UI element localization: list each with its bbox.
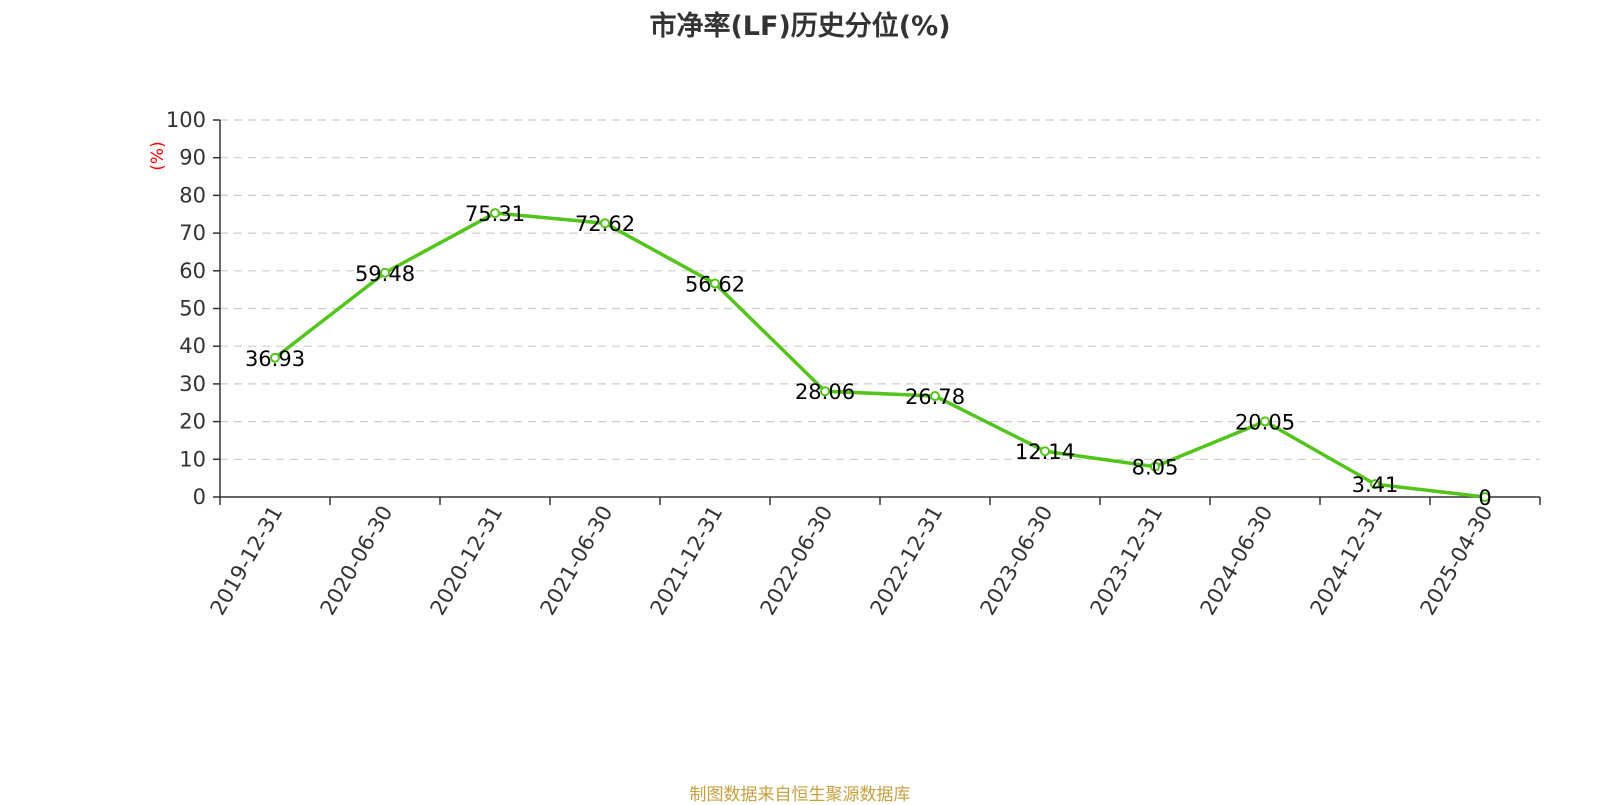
data-point	[490, 208, 500, 219]
x-tick-label: 2019-12-31	[206, 502, 288, 620]
x-tick-label: 2021-12-31	[646, 502, 728, 620]
x-tick-label: 2021-06-30	[536, 502, 618, 620]
x-tick-label: 2020-06-30	[316, 502, 398, 620]
grid-lines	[220, 119, 1540, 460]
y-tick-label: 40	[179, 334, 206, 358]
data-label: 72.62	[575, 212, 635, 236]
x-tick-label: 2024-06-30	[1196, 502, 1278, 620]
chart-title: 市净率(LF)历史分位(%)	[649, 11, 951, 42]
x-tick-label: 2023-06-30	[976, 502, 1058, 620]
x-tick-label: 2020-12-31	[426, 502, 508, 620]
data-point	[710, 278, 720, 289]
data-source-note: 制图数据来自恒生聚源数据库	[689, 785, 911, 805]
data-point	[380, 267, 390, 278]
y-tick-label: 30	[179, 372, 206, 396]
y-tick-label: 60	[179, 259, 206, 283]
data-point	[1150, 461, 1160, 472]
y-axis-label: (%)	[148, 141, 168, 170]
data-label: 8.05	[1132, 456, 1179, 480]
y-tick-label: 50	[179, 297, 206, 321]
data-label: 12.14	[1015, 440, 1075, 464]
x-tick-label: 2022-12-31	[866, 502, 948, 620]
y-tick-label: 20	[179, 410, 206, 434]
data-point	[600, 218, 610, 229]
data-labels: 36.93 59.48 75.31 72.62 56.62 28.06 26.78 12.14…	[245, 202, 1492, 510]
data-label: 3.41	[1352, 473, 1399, 497]
data-label: 75.31	[465, 202, 525, 226]
data-point	[1040, 446, 1050, 457]
data-label: 36.93	[245, 347, 305, 371]
y-tick-label: 10	[179, 447, 206, 471]
data-label: 0	[1478, 486, 1491, 510]
data-label: 20.05	[1235, 410, 1295, 434]
series-line	[270, 208, 1490, 502]
data-point	[820, 386, 830, 397]
data-label: 26.78	[905, 385, 965, 409]
x-tick-label: 2024-12-31	[1306, 502, 1388, 620]
data-label: 28.06	[795, 380, 855, 404]
data-point	[1370, 479, 1380, 490]
data-point	[1480, 492, 1490, 502]
y-tick-label: 90	[179, 146, 206, 170]
y-tick-label: 70	[179, 221, 206, 245]
data-point	[270, 352, 280, 363]
data-label: 56.62	[685, 273, 745, 297]
y-tick-label: 80	[179, 183, 206, 207]
y-tick-label: 100	[166, 108, 206, 132]
data-point	[1260, 416, 1270, 427]
x-tick-label: 2023-12-31	[1086, 502, 1168, 620]
data-point	[930, 391, 940, 402]
y-tick-label: 0	[193, 485, 206, 509]
series-line-path	[273, 211, 1486, 499]
data-label: 59.48	[355, 262, 415, 286]
axes: 0 10 20 30 40 50 60 70 80 90 100 (%) 2019-12-31 2020-…	[148, 108, 1541, 620]
x-tick-label: 2022-06-30	[756, 502, 838, 620]
x-tick-label: 2025-04-30	[1416, 502, 1498, 620]
